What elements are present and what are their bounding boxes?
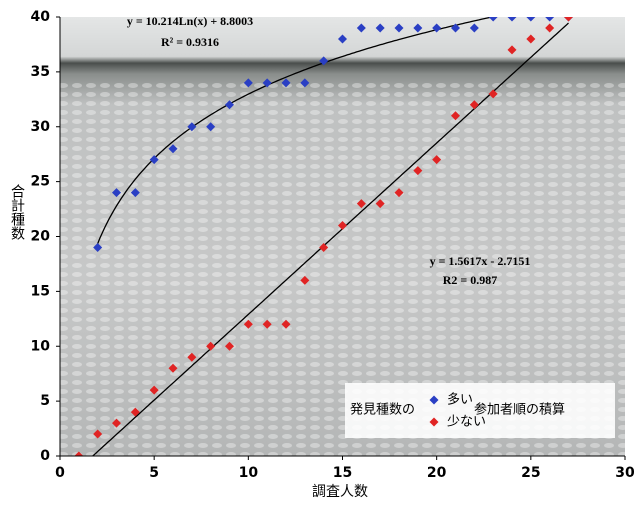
y-axis-label: 合計種数 <box>9 184 25 240</box>
x-axis-label: 調査人数 <box>312 484 368 500</box>
y-tick-label: 0 <box>40 448 50 464</box>
data-point <box>281 78 291 88</box>
data-point <box>225 100 234 110</box>
annotation: R2 = 0.987 <box>443 273 498 287</box>
legend-subtitle: 参加者順の積算 <box>474 402 565 418</box>
annotation: R² = 0.9316 <box>161 35 219 49</box>
x-tick-label: 15 <box>333 465 352 481</box>
data-point <box>545 17 555 22</box>
x-tick-label: 5 <box>149 465 159 481</box>
data-point <box>356 23 366 33</box>
data-point <box>300 275 310 285</box>
data-point <box>469 100 479 110</box>
data-point <box>262 78 272 88</box>
data-point <box>168 144 178 154</box>
y-tick-label: 5 <box>40 393 50 409</box>
y-tick-label: 35 <box>31 64 50 80</box>
data-point <box>225 341 234 351</box>
data-point <box>432 155 442 165</box>
data-point <box>243 78 253 88</box>
annotation: y = 1.5617x - 2.7151 <box>430 254 531 268</box>
data-point <box>130 188 140 198</box>
legend-marker <box>429 395 439 405</box>
legend-marker <box>429 417 439 427</box>
data-point <box>262 319 272 329</box>
data-point <box>338 221 347 231</box>
legend-title: 発見種数の <box>350 402 415 418</box>
data-point <box>319 242 329 252</box>
data-point <box>112 188 121 198</box>
legend-label: 多い <box>447 392 473 408</box>
data-point <box>526 17 536 22</box>
data-point <box>112 418 121 428</box>
x-tick-label: 10 <box>239 465 259 481</box>
y-tick-label: 15 <box>31 283 50 299</box>
data-point <box>130 407 140 417</box>
data-point <box>375 23 385 33</box>
data-point <box>93 429 103 439</box>
x-tick-label: 20 <box>427 465 447 481</box>
data-point <box>488 17 498 22</box>
data-point <box>488 89 498 99</box>
x-tick-label: 30 <box>615 465 634 481</box>
y-tick-label: 20 <box>31 229 51 245</box>
data-point <box>168 363 178 373</box>
data-point <box>507 45 517 55</box>
data-point <box>394 23 404 33</box>
data-point <box>300 78 310 88</box>
data-point <box>74 451 84 456</box>
data-point <box>243 319 253 329</box>
x-tick-label: 25 <box>521 465 540 481</box>
data-point <box>432 23 442 33</box>
data-point <box>413 23 423 33</box>
y-tick-label: 10 <box>31 338 51 354</box>
data-point <box>187 352 197 362</box>
data-point <box>338 34 347 44</box>
data-point <box>451 23 460 33</box>
data-point <box>356 199 366 209</box>
data-point <box>149 385 159 395</box>
y-tick-label: 30 <box>31 119 51 135</box>
annotation: y = 10.214Ln(x) + 8.8003 <box>127 14 253 28</box>
data-point <box>507 17 517 22</box>
x-tick-label: 0 <box>55 465 65 481</box>
data-point <box>319 56 329 66</box>
y-tick-label: 25 <box>31 174 50 190</box>
data-point <box>206 341 216 351</box>
y-tick-label: 40 <box>31 9 51 25</box>
data-point <box>206 122 216 132</box>
data-point <box>564 17 573 22</box>
data-point <box>394 188 404 198</box>
data-point <box>187 122 197 132</box>
data-point <box>451 111 460 121</box>
legend-box <box>345 383 615 438</box>
data-point <box>375 199 385 209</box>
data-point <box>413 166 423 176</box>
data-point <box>149 155 159 165</box>
data-point <box>545 23 555 33</box>
data-point <box>469 23 479 33</box>
legend-label: 少ない <box>447 415 486 430</box>
data-point <box>526 34 536 44</box>
data-point <box>93 242 103 252</box>
data-point <box>281 319 291 329</box>
